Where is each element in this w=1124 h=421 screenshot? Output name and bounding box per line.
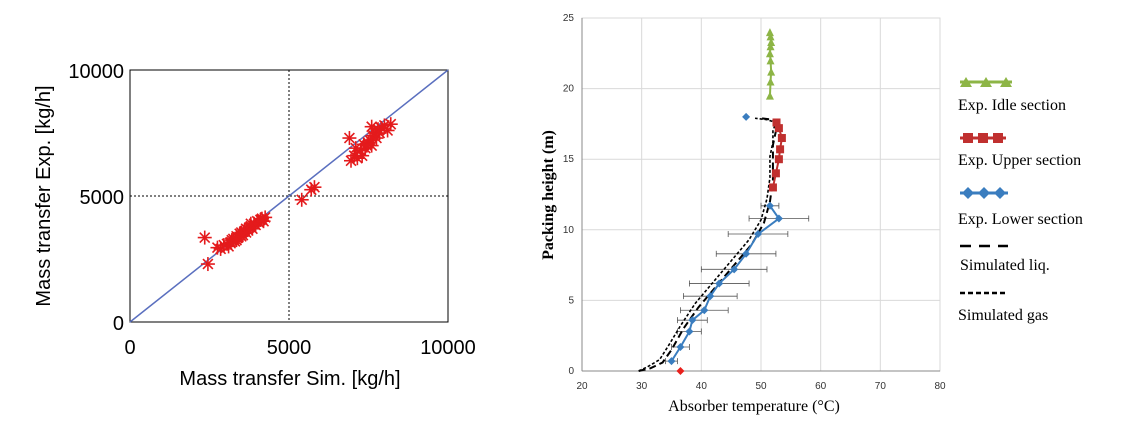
marker-exp-idle xyxy=(767,67,776,76)
scatter-point xyxy=(307,180,322,195)
scatter-point xyxy=(197,230,212,245)
marker-exp-lower xyxy=(676,342,685,351)
left-ytick-0: 0 xyxy=(113,313,124,335)
marker-exp-idle xyxy=(767,38,776,47)
marker-exp-upper xyxy=(777,134,786,143)
scatter-point xyxy=(294,192,309,207)
marker-exp-lower xyxy=(774,214,783,223)
right-y-ticks: 0 5 10 15 20 25 xyxy=(563,13,575,377)
right-xtick: 70 xyxy=(875,381,887,392)
marker-exp-lower xyxy=(730,265,739,274)
scatter-point xyxy=(200,257,215,272)
right-x-axis-label: Absorber temperature (°C) xyxy=(668,398,840,415)
marker-exp-upper xyxy=(776,145,785,154)
right-xtick: 60 xyxy=(815,381,827,392)
line-simulated-liq xyxy=(638,117,777,372)
marker-exp-idle xyxy=(765,91,774,100)
legend-upper-swatch xyxy=(960,133,1006,143)
left-x-axis-label: Mass transfer Sim. [kg/h] xyxy=(179,368,400,390)
marker-exp-lower-top xyxy=(742,112,751,121)
legend-lower-label: Exp. Lower section xyxy=(958,211,1083,228)
left-xtick-10000: 10000 xyxy=(420,337,476,359)
left-ytick-5000: 5000 xyxy=(80,187,125,209)
scatter-point xyxy=(258,210,273,225)
marker-exp-lower xyxy=(706,292,715,301)
marker-exp-lower xyxy=(667,357,676,366)
marker-exp-lower xyxy=(754,230,763,239)
left-reference-line xyxy=(129,69,449,323)
right-ytick: 5 xyxy=(568,295,574,306)
scatter-point xyxy=(383,117,398,132)
right-ytick: 0 xyxy=(568,366,574,377)
right-ytick: 15 xyxy=(563,154,575,165)
legend-idle-label: Exp. Idle section xyxy=(958,97,1066,114)
marker-exp-lower xyxy=(765,201,774,210)
right-ytick: 10 xyxy=(563,225,575,236)
scatter-point xyxy=(243,216,258,231)
scatter-point xyxy=(356,137,371,152)
left-xtick-5000: 5000 xyxy=(267,337,312,359)
marker-exp-idle xyxy=(766,77,775,86)
marker-exp-lower xyxy=(688,316,697,325)
right-xtick: 80 xyxy=(934,381,946,392)
right-xtick: 40 xyxy=(696,381,708,392)
left-ytick-10000: 10000 xyxy=(68,61,124,83)
marker-exp-upper xyxy=(771,169,780,178)
marker-exp-idle xyxy=(766,42,775,51)
right-xtick: 50 xyxy=(755,381,767,392)
right-temperature-chart: 0 5 10 15 20 25 20 30 40 50 60 70 80 Absorber tempe… xyxy=(540,13,946,415)
legend-simgas-label: Simulated gas xyxy=(958,307,1048,324)
right-legend: Exp. Idle section Exp. Upper section Exp… xyxy=(958,77,1083,324)
right-xtick: 20 xyxy=(576,381,588,392)
line-simulated-gas xyxy=(638,117,777,372)
marker-exp-idle xyxy=(765,28,774,37)
legend-upper-label: Exp. Upper section xyxy=(958,152,1081,169)
marker-exp-idle xyxy=(765,49,774,58)
left-xtick-0: 0 xyxy=(124,337,135,359)
right-xtick: 30 xyxy=(636,381,648,392)
left-y-axis-label: Mass transfer Exp. [kg/h] xyxy=(33,85,55,306)
marker-exp-lower xyxy=(700,306,709,315)
marker-exp-upper xyxy=(774,124,783,133)
left-scatter-points xyxy=(197,117,398,272)
marker-exp-idle xyxy=(766,56,775,65)
right-x-ticks: 20 30 40 50 60 70 80 xyxy=(576,381,946,392)
marker-exp-idle xyxy=(766,32,775,41)
line-exp-lower xyxy=(670,205,781,362)
right-ytick: 20 xyxy=(563,84,575,95)
marker-exp-lower xyxy=(742,249,751,258)
marker-exp-lower xyxy=(685,327,694,336)
marker-red-bottom xyxy=(676,367,685,375)
scatter-point xyxy=(342,131,357,146)
marker-exp-lower xyxy=(715,279,724,288)
legend-simliq-label: Simulated liq. xyxy=(960,257,1050,274)
legend-idle-swatch xyxy=(960,77,1012,87)
scatter-point xyxy=(364,119,379,134)
right-ytick: 25 xyxy=(563,13,575,24)
legend-lower-swatch xyxy=(960,187,1008,199)
marker-exp-upper xyxy=(768,183,777,192)
right-y-axis-label: Packing height (m) xyxy=(540,130,557,260)
marker-exp-upper xyxy=(774,155,783,164)
marker-exp-upper xyxy=(772,118,781,127)
left-scatter-chart: 10000 5000 0 0 5000 10000 Mass transfer … xyxy=(33,61,476,390)
scatter-point xyxy=(380,123,395,138)
right-series-markers xyxy=(667,28,786,375)
